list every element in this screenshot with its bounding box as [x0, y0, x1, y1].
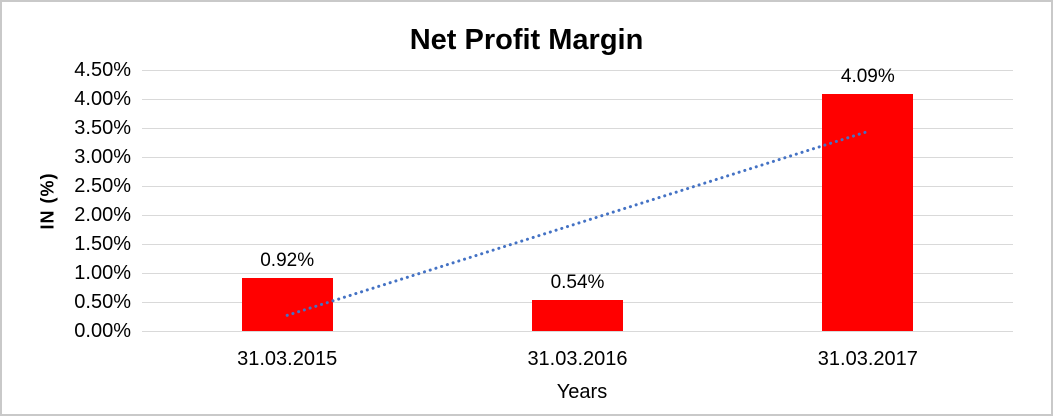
- gridline: [142, 98, 1013, 100]
- y-tick-label: 2.50%: [74, 175, 131, 197]
- gridline: [142, 243, 1013, 245]
- y-tick-label: 1.00%: [74, 262, 131, 284]
- bar-value-label: 4.09%: [840, 65, 895, 87]
- gridline: [142, 156, 1013, 158]
- gridline: [142, 69, 1013, 71]
- y-tick-label: 3.00%: [74, 146, 131, 168]
- gridline: [142, 185, 1013, 187]
- trendline-path: [285, 129, 870, 317]
- y-tick-label: 2.00%: [74, 204, 131, 226]
- y-tick-label: 3.50%: [74, 117, 131, 139]
- chart-title: Net Profit Margin: [409, 24, 644, 56]
- y-tick-label: 4.00%: [74, 88, 131, 110]
- gridline: [142, 330, 1013, 332]
- bar-31.03.2017: [822, 93, 914, 331]
- y-tick-label: 0.50%: [74, 291, 131, 313]
- trendline: [285, 129, 870, 317]
- y-tick-label: 0.00%: [74, 320, 131, 342]
- bar-value-label: 0.54%: [550, 271, 605, 293]
- gridline: [142, 127, 1013, 129]
- bar-31.03.2015: [241, 277, 333, 331]
- bar-31.03.2016: [532, 299, 623, 331]
- gridline: [142, 214, 1013, 216]
- x-axis-title: Years: [556, 381, 608, 403]
- gridline: [142, 272, 1013, 274]
- y-tick-label: 4.50%: [74, 59, 131, 81]
- x-tick-label: 31.03.2016: [527, 348, 628, 370]
- bar-value-label: 0.92%: [260, 249, 315, 271]
- x-tick-label: 31.03.2017: [817, 348, 918, 370]
- x-tick-label: 31.03.2015: [237, 348, 338, 370]
- y-tick-label: 1.50%: [74, 233, 131, 255]
